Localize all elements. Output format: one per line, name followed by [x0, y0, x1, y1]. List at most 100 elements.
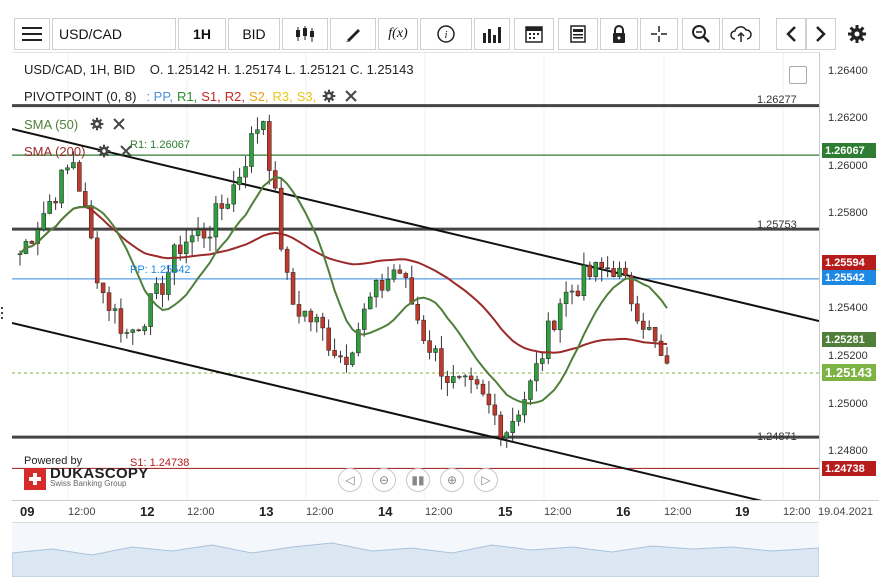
candle-body [255, 129, 260, 134]
navigator-strip[interactable] [11, 522, 820, 578]
time-tick: 12:00 [425, 506, 453, 518]
upload-button[interactable] [722, 18, 760, 50]
candle-body [403, 273, 409, 278]
draw-button[interactable] [330, 18, 376, 50]
next-button[interactable] [806, 18, 836, 50]
candle-body [427, 340, 432, 353]
symbol-selector[interactable]: USD/CAD [52, 18, 176, 50]
pivot-indicator-legend[interactable]: PIVOTPOINT (0, 8) : PP, R1, S1, R2, S2, … [24, 87, 360, 105]
gear-icon[interactable] [320, 87, 338, 105]
candle-body [599, 261, 604, 268]
candle-body [474, 379, 480, 385]
pivot-legend-s3: S3, [296, 88, 317, 104]
sma200-indicator-legend[interactable]: SMA (200) [24, 142, 135, 160]
time-tick: 13 [259, 504, 274, 519]
candle-body [646, 327, 652, 330]
info-button[interactable]: i [420, 18, 472, 50]
last-price-tag: 1.25143 [822, 364, 876, 381]
candle-body [243, 166, 248, 178]
pp-price-tag: 1.25542 [822, 270, 876, 285]
price-type-selector[interactable]: BID [228, 18, 280, 50]
candle-body [249, 133, 254, 167]
candle-body [130, 329, 136, 333]
popout-icon[interactable] [789, 66, 807, 84]
report-button[interactable] [558, 18, 598, 50]
candle-body [207, 236, 213, 239]
menu-button[interactable] [14, 18, 50, 50]
candle-body [516, 414, 521, 422]
candle-body [314, 316, 320, 323]
gear-icon[interactable] [88, 115, 106, 133]
candle-body [142, 326, 147, 332]
pivot-legend-r1: R1, [176, 88, 198, 104]
sma50-label: SMA (50) [24, 116, 79, 132]
scroll-right-button[interactable]: ▷ [474, 468, 498, 492]
time-tick: 14 [378, 504, 393, 519]
right-icon: ▷ [481, 473, 491, 487]
s1-price-tag: 1.24738 [822, 461, 876, 476]
candle-body [17, 253, 23, 255]
pivot-legend-r2: R2, [224, 88, 245, 104]
price-tick: 1.25000 [828, 398, 868, 410]
upper-trendline [12, 128, 819, 322]
chart-type-button[interactable] [282, 18, 328, 50]
candle-body [124, 332, 130, 334]
timeframe-selector[interactable]: 1H [178, 18, 226, 50]
candle-body [385, 279, 391, 291]
volume-button[interactable] [474, 18, 510, 50]
candle-body [652, 327, 658, 342]
ohlc-open: O. 1.25142 [149, 62, 215, 77]
time-axis[interactable]: 09 12:00 12 12:00 13 12:00 14 12:00 15 1… [12, 500, 879, 522]
lower-level-label: 1.24871 [757, 431, 797, 443]
left-resize-handle[interactable] [0, 52, 12, 500]
time-tick: 12:00 [783, 506, 811, 518]
candle-body [136, 329, 141, 332]
calendar-button[interactable] [514, 18, 554, 50]
symbol-label: USD/CAD [59, 26, 123, 42]
candle-body [629, 275, 634, 305]
timeframe-label: 1H [193, 26, 211, 42]
ohlc-pair: USD/CAD, 1H, BID [24, 62, 136, 77]
candle-body [189, 235, 195, 243]
prev-button[interactable] [776, 18, 806, 50]
price-chart[interactable] [12, 53, 819, 500]
crosshair-icon [651, 26, 667, 42]
candle-body [47, 201, 52, 214]
r1-level-label: R1: 1.26067 [130, 139, 190, 151]
ohlc-low: L. 1.25121 [284, 62, 347, 77]
candle-body [112, 308, 118, 311]
r2-level-label: 1.26277 [757, 94, 797, 106]
zoom-out-button[interactable]: ⊖ [372, 468, 396, 492]
gear-icon[interactable] [95, 142, 113, 160]
zoom-in-button[interactable]: ⊕ [440, 468, 464, 492]
svg-text:i: i [444, 29, 447, 41]
lock-button[interactable] [600, 18, 638, 50]
zoom-button[interactable] [682, 18, 720, 50]
r1-price-tag: 1.26067 [822, 143, 876, 158]
candle-body [557, 303, 563, 330]
candle-body [261, 121, 266, 131]
close-icon[interactable] [342, 87, 360, 105]
candle-body [344, 356, 349, 365]
candle-body [445, 375, 450, 383]
left-icon: ◁ [345, 473, 355, 487]
candle-body [522, 399, 527, 416]
close-icon[interactable] [117, 142, 135, 160]
price-tick: 1.26200 [828, 112, 868, 124]
time-tick: 12:00 [187, 506, 215, 518]
next-icon [816, 26, 826, 42]
sma50-indicator-legend[interactable]: SMA (50) [24, 115, 128, 133]
price-axis[interactable]: 1.26400 1.26200 1.26000 1.25800 1.25400 … [819, 52, 879, 500]
fit-button[interactable]: ▮▮ [406, 468, 430, 492]
zoom-out-icon: ⊖ [378, 473, 390, 487]
crosshair-button[interactable] [640, 18, 678, 50]
chart-canvas[interactable] [12, 52, 819, 500]
function-button[interactable]: f(x) [378, 18, 418, 50]
candle-body [587, 264, 593, 277]
settings-button[interactable] [842, 18, 872, 50]
candle-body [658, 340, 664, 356]
candle-body [367, 296, 373, 310]
time-tick: 12:00 [306, 506, 334, 518]
scroll-left-button[interactable]: ◁ [338, 468, 362, 492]
close-icon[interactable] [110, 115, 128, 133]
